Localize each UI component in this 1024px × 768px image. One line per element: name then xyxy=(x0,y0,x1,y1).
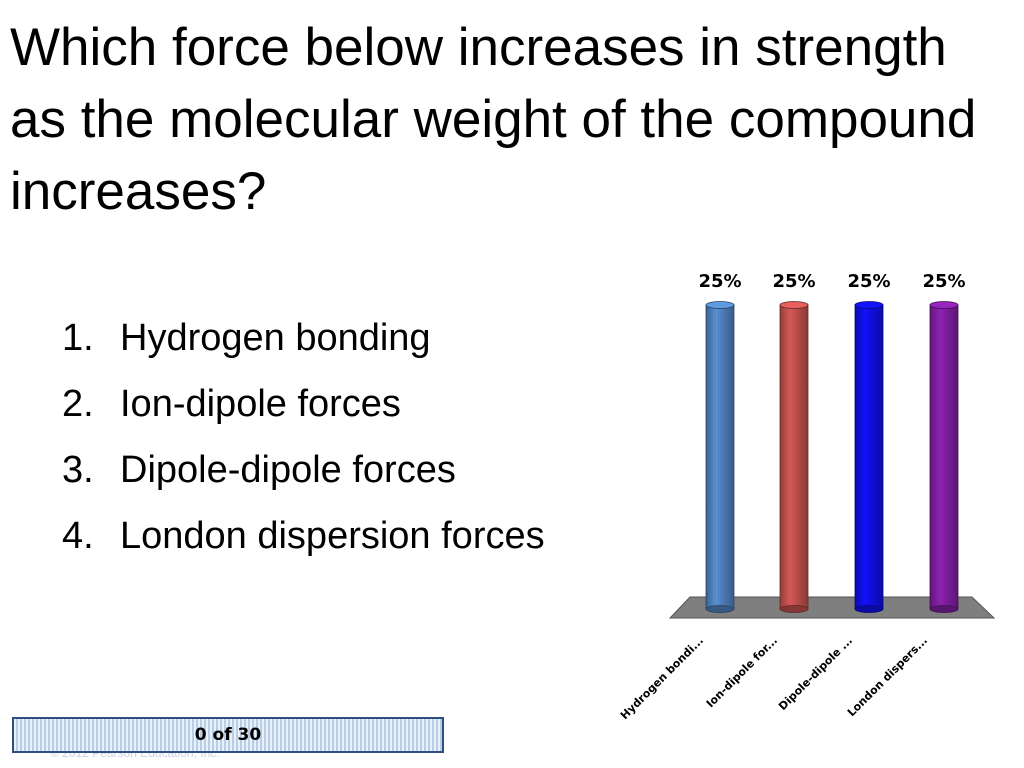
response-count-label: 0 of 30 xyxy=(194,725,262,745)
chart-value-label: 25% xyxy=(698,271,741,292)
chart-bar xyxy=(854,301,884,613)
response-bar-chart: 25% Hydrogen bondi... 25% Ion-dipole for...… xyxy=(618,271,996,722)
chart-bar xyxy=(929,301,959,613)
option-label: Dipole-dipole forces xyxy=(120,449,456,491)
chart-category-label: Hydrogen bondi... xyxy=(618,634,706,722)
chart-category-label: Dipole-dipole ... xyxy=(776,634,855,713)
question-text: Which force below increases in strength … xyxy=(10,18,977,221)
chart-bar xyxy=(779,301,809,613)
chart-value-label: 25% xyxy=(922,271,965,292)
chart-category-label: London dispers... xyxy=(845,634,930,719)
answer-options: 1. Hydrogen bonding 2. Ion-dipole forces… xyxy=(62,305,545,569)
option-label: London dispersion forces xyxy=(120,515,545,557)
option-item[interactable]: 2. Ion-dipole forces xyxy=(62,371,545,437)
option-label: Hydrogen bonding xyxy=(120,317,431,359)
option-number: 3. xyxy=(62,449,94,491)
chart-bar xyxy=(705,301,735,613)
option-number: 1. xyxy=(62,317,94,359)
option-item[interactable]: 1. Hydrogen bonding xyxy=(62,305,545,371)
option-item[interactable]: 3. Dipole-dipole forces xyxy=(62,437,545,503)
chart-value-label: 25% xyxy=(847,271,890,292)
option-number: 4. xyxy=(62,515,94,557)
response-counter: 0 of 30 xyxy=(12,717,444,753)
option-number: 2. xyxy=(62,383,94,425)
chart-category-label: Ion-dipole for... xyxy=(704,634,780,710)
option-item[interactable]: 4. London dispersion forces xyxy=(62,503,545,569)
option-label: Ion-dipole forces xyxy=(120,383,401,425)
chart-value-label: 25% xyxy=(772,271,815,292)
